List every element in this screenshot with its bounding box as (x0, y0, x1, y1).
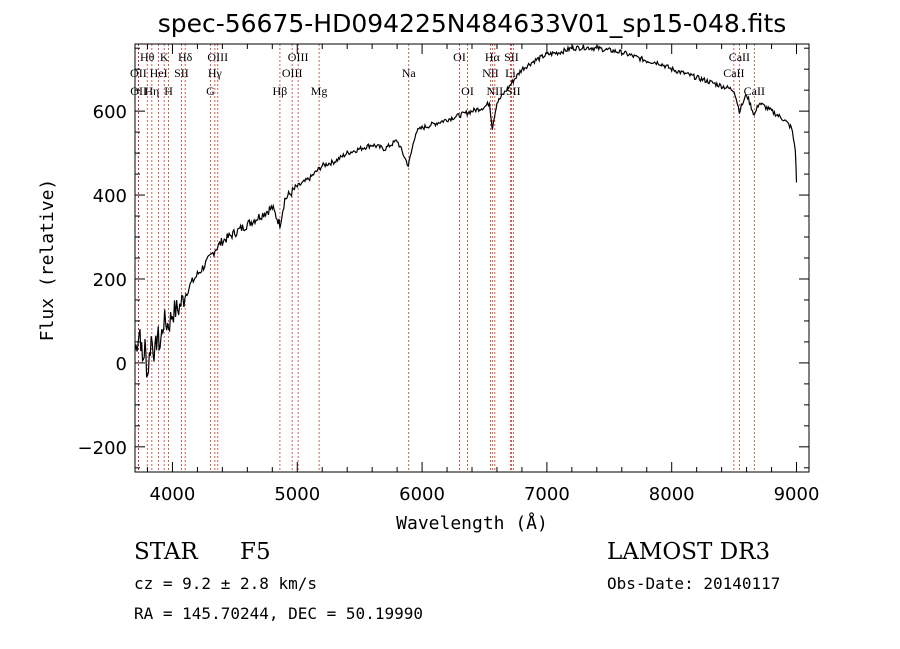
line-marker-label: Hβ (273, 84, 288, 98)
object-type: STAR (134, 539, 198, 565)
chart-title: spec-56675-HD094225N484633V01_sp15-048.f… (158, 9, 787, 38)
line-markers (137, 44, 755, 472)
x-tick-label: 8000 (649, 484, 695, 505)
observation-date: Obs-Date: 20140117 (607, 574, 781, 593)
x-axis-label: Wavelength (Å) (396, 512, 548, 534)
y-tick-label: 400 (93, 186, 127, 207)
line-marker-label: OII (130, 66, 147, 80)
line-marker-label: Li (505, 66, 516, 80)
line-marker-label: CaII (729, 50, 750, 64)
y-tick-label: −200 (78, 438, 127, 459)
plot-frame (134, 43, 810, 473)
line-marker-label: K (160, 50, 169, 64)
line-marker-label: OI (453, 50, 466, 64)
line-marker-label: OIII (288, 50, 309, 64)
line-marker-label: Hθ (140, 50, 155, 64)
x-tick-label: 6000 (399, 484, 445, 505)
line-marker-label: OII (130, 84, 147, 98)
line-marker-label: HeI (150, 66, 168, 80)
line-marker-label: NII (482, 66, 499, 80)
spectrum-series-line (134, 44, 798, 378)
line-marker-label: Mg (311, 84, 328, 98)
survey-name: LAMOST DR3 (607, 539, 771, 565)
x-tick-label: 5000 (274, 484, 320, 505)
line-marker-label: Hγ (208, 66, 223, 80)
line-marker-label: CaII (723, 66, 744, 80)
line-marker-label: CaII (744, 84, 765, 98)
y-axis-label: Flux (relative) (37, 179, 58, 342)
line-marker-label: Na (402, 66, 417, 80)
y-tick-label: 600 (93, 102, 127, 123)
line-marker-label: NII (487, 84, 504, 98)
redshift-cz: cz = 9.2 ± 2.8 km/s (134, 574, 318, 593)
line-marker-label: SII (504, 50, 519, 64)
line-marker-label: OIII (207, 50, 228, 64)
line-marker-label: SII (174, 66, 189, 80)
axis-ticks: 4000 5000 6000 7000 8000 9000 −200 0 200 400 600 (78, 44, 820, 505)
line-marker-label: Hα (485, 50, 501, 64)
line-marker-label: SII (506, 84, 521, 98)
y-tick-label: 200 (93, 270, 127, 291)
line-marker-label: OIII (282, 66, 303, 80)
x-tick-label: 9000 (774, 484, 820, 505)
ra-dec-coordinates: RA = 145.70244, DEC = 50.19990 (134, 604, 423, 623)
x-tick-label: 7000 (524, 484, 570, 505)
object-subclass: F5 (240, 539, 271, 565)
line-marker-label: G (206, 84, 215, 98)
line-marker-label: OI (461, 84, 474, 98)
line-marker-label: Hη (144, 84, 159, 98)
line-marker-label: Hδ (178, 50, 193, 64)
line-marker-label: H (164, 84, 173, 98)
y-tick-label: 0 (116, 354, 127, 375)
x-tick-label: 4000 (150, 484, 196, 505)
